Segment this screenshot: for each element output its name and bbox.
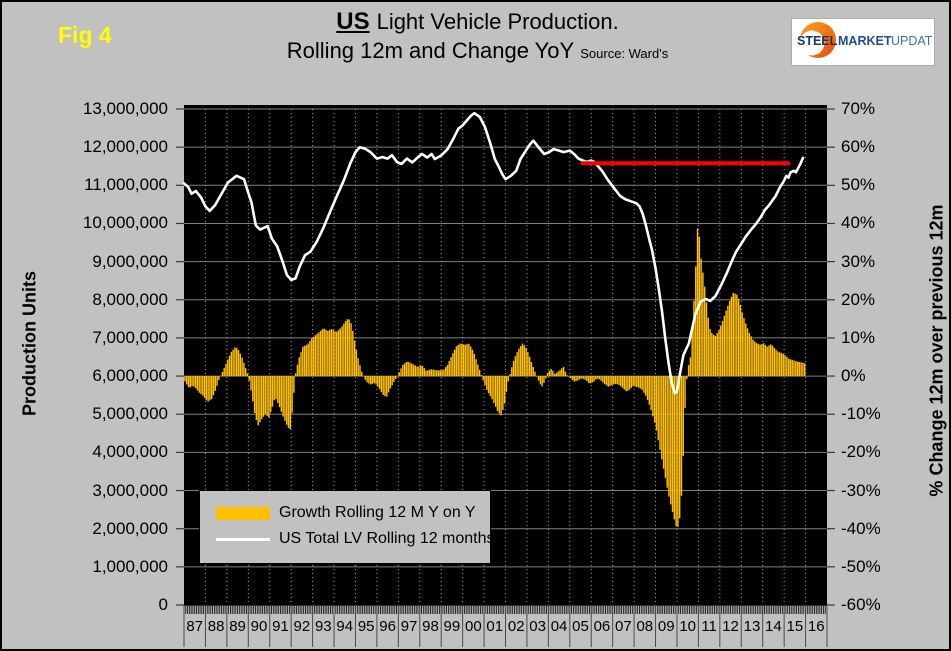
logo-word-update: UPDATE (891, 34, 932, 48)
x-axis-year-label: 99 (443, 618, 461, 635)
left-axis-tick-label: 10,000,000 (82, 213, 168, 233)
logo-word-market: MARKET (838, 34, 892, 48)
x-axis-year-label: 16 (807, 618, 825, 635)
left-axis-tick-label: 6,000,000 (92, 366, 168, 386)
x-axis-year-label: 08 (636, 618, 654, 635)
right-axis-tick-label: 20% (841, 289, 876, 309)
steel-market-update-logo: STEEL MARKET UPDATE (791, 18, 941, 66)
x-axis-year-label: 12 (722, 618, 739, 635)
x-axis-year-label: 07 (615, 618, 632, 635)
bar-series-swatch (216, 506, 270, 520)
x-axis-year-label: 90 (250, 618, 268, 635)
x-axis-year-label: 88 (207, 618, 225, 635)
x-axis-year-label: 92 (293, 618, 311, 635)
left-axis-tick-label: 7,000,000 (92, 327, 168, 347)
x-axis-year-label: 00 (464, 618, 482, 635)
x-axis-year-label: 93 (314, 618, 332, 635)
left-axis-tick-label: 1,000,000 (92, 556, 168, 576)
figure-label: Fig 4 (58, 22, 112, 48)
logo-crescent-icon: STEEL MARKET UPDATE (797, 22, 941, 58)
x-axis-year-label: 98 (422, 618, 439, 635)
left-axis-tick-label: 3,000,000 (92, 480, 168, 500)
right-axis-tick-label: 0% (841, 366, 866, 386)
right-axis-tick-label: 40% (841, 213, 876, 233)
left-axis-tick-label: 2,000,000 (92, 518, 168, 538)
left-axis-tick-label: 11,000,000 (84, 175, 168, 195)
x-axis-year-label: 02 (507, 618, 525, 635)
left-axis-tick-label: 13,000,000 (82, 99, 168, 118)
legend-label-line: US Total LV Rolling 12 months (279, 530, 495, 547)
x-axis-year-label: 11 (701, 618, 717, 635)
line-series (182, 111, 805, 395)
x-axis-year-label: 15 (786, 618, 804, 635)
right-axis-tick-label: -20% (841, 442, 881, 462)
x-axis-year-label: 13 (743, 618, 761, 635)
x-axis-year-label: 10 (679, 618, 696, 635)
legend-item-line: US Total LV Rolling 12 months (216, 526, 495, 552)
left-axis-tick-label: 5,000,000 (92, 404, 168, 424)
x-axis-year-label: 03 (529, 618, 546, 635)
left-axis-tick-label: 8,000,000 (92, 289, 168, 309)
x-axis-year-label: 05 (572, 618, 589, 635)
right-axis-tick-label: -10% (841, 404, 881, 424)
legend-label-bars: Growth Rolling 12 M Y on Y (279, 504, 476, 521)
right-axis-tick-label: 50% (841, 175, 876, 195)
left-axis-tick-label: 0 (158, 595, 168, 614)
x-axis-year-label: 14 (765, 618, 782, 635)
chart-title-rest: Light Vehicle Production. (376, 9, 619, 34)
right-axis-tick-label: -30% (841, 480, 881, 500)
right-axis-tick-label: -60% (841, 595, 881, 614)
right-axis-tick-label: -50% (841, 556, 881, 576)
x-axis-year-label: 89 (229, 618, 246, 635)
left-axis-tick-label: 4,000,000 (92, 442, 168, 462)
chart-title-us: US (336, 8, 370, 35)
line-series-swatch (216, 537, 270, 541)
chart-subtitle: Rolling 12m and Change YoY (286, 38, 575, 63)
x-axis-year-label: 01 (486, 618, 504, 635)
left-axis-tick-label: 12,000,000 (82, 137, 168, 157)
x-axis-year-label: 04 (550, 618, 568, 635)
right-axis-tick-label: -40% (841, 518, 881, 538)
chart-title-line2: Rolling 12m and Change YoY Source: Ward's (2, 37, 949, 65)
x-axis-year-label: 96 (379, 618, 396, 635)
x-axis-year-label: 95 (357, 618, 375, 635)
right-axis-title: % Change 12m over previous 12m (926, 204, 947, 497)
legend: Growth Rolling 12 M Y on Y US Total LV R… (199, 490, 495, 564)
x-axis-year-label: 94 (336, 618, 354, 635)
logo-word-steel: STEEL (797, 34, 838, 48)
chart-title-line1: US Light Vehicle Production. (2, 7, 949, 37)
right-axis-tick-label: 60% (841, 137, 876, 157)
x-axis-year-label: 97 (400, 618, 418, 635)
x-axis-year-label: 91 (272, 618, 289, 635)
right-axis-tick-label: 70% (841, 99, 876, 118)
chart-title: US Light Vehicle Production. Rolling 12m … (2, 7, 949, 65)
x-axis-year-label: 87 (186, 618, 204, 635)
chart-source: Source: Ward's (580, 46, 669, 61)
left-axis-tick-label: 9,000,000 (92, 251, 168, 271)
x-axis-year-label: 06 (593, 618, 611, 635)
bar-series (184, 228, 806, 527)
right-axis-tick-label: 10% (841, 327, 876, 347)
x-axis-year-label: 09 (657, 618, 675, 635)
right-axis-tick-label: 30% (841, 251, 876, 271)
legend-item-bars: Growth Rolling 12 M Y on Y (216, 500, 490, 526)
